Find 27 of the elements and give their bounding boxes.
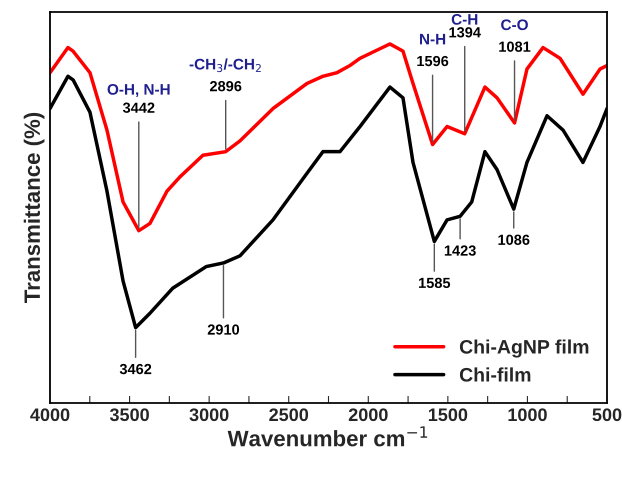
- annotation: 1081: [499, 42, 530, 52]
- x-axis-title: Wavenumber cm$^{−1}$: [228, 426, 428, 446]
- x-tick-label: 2500: [269, 408, 308, 422]
- annotation: O-H, N-H: [108, 84, 170, 98]
- annotation: 1596: [417, 56, 448, 66]
- annotation: -CH$_{3}$/-CH$_{2}$: [190, 58, 261, 72]
- legend-label: Chi-film: [460, 367, 530, 382]
- x-tick-label: 1000: [508, 408, 547, 422]
- legend-label: Chi-AgNP film: [460, 339, 588, 358]
- annotation: 2896: [210, 81, 242, 92]
- annotation: 3442: [122, 102, 154, 113]
- x-tick-label: 3500: [110, 408, 149, 422]
- annotation: 2910: [208, 324, 240, 335]
- annotation: N-H: [420, 34, 446, 44]
- x-tick-label: 500: [592, 408, 622, 422]
- y-axis-title: Transmittance (%): [24, 112, 44, 303]
- x-tick-label: 3000: [189, 408, 228, 422]
- text: C-H: [452, 14, 478, 25]
- annotation: 1585: [419, 278, 450, 288]
- annotation: 1423: [444, 245, 476, 256]
- annotation: 1086: [498, 234, 530, 245]
- x-tick-label: 1500: [428, 408, 468, 422]
- text: C-O: [501, 19, 528, 30]
- x-tick-label: 2000: [348, 408, 388, 422]
- annotation: 1394: [449, 27, 481, 38]
- x-tick-label: 4000: [30, 408, 70, 422]
- annotation: 3462: [120, 364, 152, 374]
